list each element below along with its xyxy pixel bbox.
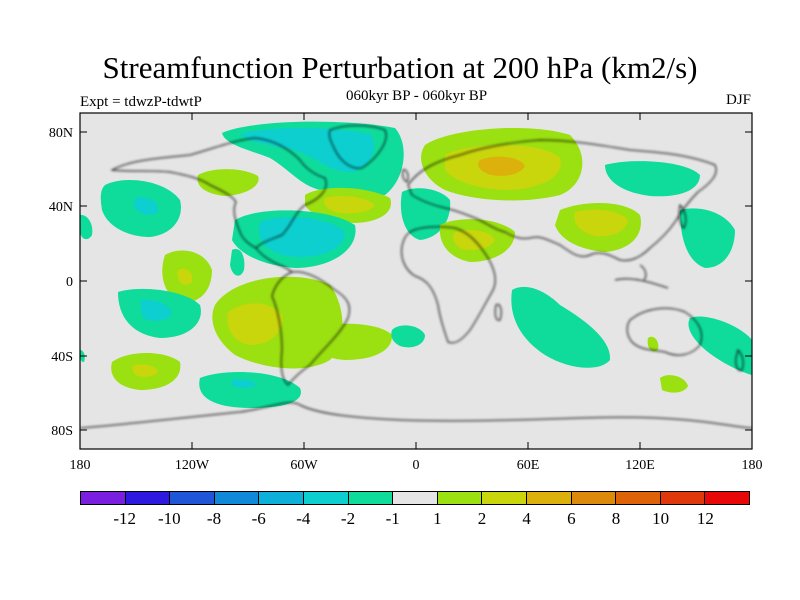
- contour-region: [647, 336, 659, 352]
- colorbar-label: 10: [652, 509, 670, 528]
- colorbar-label: 4: [522, 509, 531, 528]
- contour-region: [259, 217, 345, 258]
- colorbar-label: 8: [611, 509, 621, 528]
- lat-label: 0: [66, 275, 73, 290]
- contour-region: [605, 161, 700, 197]
- contour-region: [134, 197, 159, 215]
- lat-label: 80N: [49, 126, 73, 141]
- colorbar: [80, 491, 750, 505]
- contour-region: [177, 268, 193, 285]
- colorbar-swatch: [571, 492, 617, 504]
- contour-fills: [80, 121, 752, 408]
- coastline: [110, 137, 327, 249]
- colorbar-label: -8: [206, 509, 222, 528]
- colorbar-swatch: [214, 492, 260, 504]
- coastline: [401, 226, 496, 344]
- contour-region: [227, 303, 283, 345]
- colorbar-label: 1: [433, 509, 442, 528]
- lon-label: 180: [742, 458, 763, 473]
- lon-label: 60W: [290, 458, 318, 473]
- colorbar-swatch: [170, 492, 215, 504]
- coastline: [639, 264, 647, 281]
- colorbar-label: -4: [296, 509, 311, 528]
- colorbar-label: 12: [696, 509, 714, 528]
- colorbar-swatch: [616, 492, 661, 504]
- coastline: [494, 303, 502, 321]
- contour-region: [240, 128, 374, 172]
- coastline: [271, 271, 350, 386]
- lon-label: 60E: [517, 458, 540, 473]
- colorbar-label: -1: [385, 509, 400, 528]
- coastline: [402, 169, 409, 183]
- season-label: DJF: [725, 92, 751, 108]
- map-title: Streamfunction Perturbation at 200 hPa (…: [102, 50, 698, 85]
- axis-ticks: [79, 113, 753, 449]
- colorbar-swatch: [348, 492, 394, 504]
- contour-region: [232, 379, 256, 388]
- lat-label: 40N: [49, 200, 73, 215]
- colorbar-swatch: [393, 492, 438, 504]
- contour-region: [391, 325, 425, 348]
- coastline: [678, 203, 687, 229]
- coastline: [80, 402, 752, 429]
- colorbar-label: -6: [251, 509, 266, 528]
- contour-region: [680, 208, 735, 268]
- contour-region: [309, 323, 393, 360]
- lat-label: 40S: [51, 350, 73, 365]
- contour-region: [230, 249, 245, 276]
- colorbar-label: -2: [340, 509, 356, 528]
- colorbar-label: -10: [157, 509, 181, 528]
- contour-region: [132, 364, 158, 377]
- colorbar-swatch: [303, 492, 349, 504]
- contour-region: [197, 169, 259, 196]
- lon-label: 120E: [625, 458, 655, 473]
- colorbar-swatch: [81, 492, 126, 504]
- colorbar-swatch: [660, 492, 706, 504]
- colorbar-swatch: [437, 492, 483, 504]
- coastline: [328, 125, 387, 169]
- colorbar-swatch: [526, 492, 572, 504]
- experiment-label: Expt = tdwzP-tdwtP: [80, 94, 202, 110]
- lon-labels: 180 120W 60W 0 60E 120E 180: [70, 458, 763, 473]
- colorbar-swatch: [259, 492, 304, 504]
- contour-region: [80, 214, 93, 240]
- colorbar-label: 2: [477, 509, 487, 528]
- colorbar-swatch: [482, 492, 527, 504]
- lon-label: 180: [70, 458, 91, 473]
- coastlines: [80, 125, 752, 429]
- coastline: [735, 349, 744, 371]
- colorbar-label: -12: [113, 509, 136, 528]
- coastline: [407, 139, 717, 261]
- colorbar-label: 6: [567, 509, 576, 528]
- lon-label: 120W: [175, 458, 210, 473]
- contour-region: [478, 156, 525, 176]
- contour-region: [323, 196, 375, 214]
- contour-region: [660, 375, 688, 393]
- contour-region: [140, 299, 172, 322]
- contour-region: [199, 372, 301, 408]
- contour-region: [574, 209, 628, 237]
- coastline: [614, 278, 669, 289]
- period-label: 060kyr BP - 060kyr BP: [345, 88, 488, 104]
- coastline: [626, 307, 703, 356]
- lat-labels: 80N 40N 0 40S 80S: [49, 126, 73, 439]
- coastline: [255, 247, 293, 273]
- colorbar-swatch: [705, 492, 749, 504]
- lon-label: 0: [413, 458, 420, 473]
- contour-region: [511, 286, 611, 368]
- colorbar-swatch: [125, 492, 171, 504]
- lat-label: 80S: [51, 424, 73, 439]
